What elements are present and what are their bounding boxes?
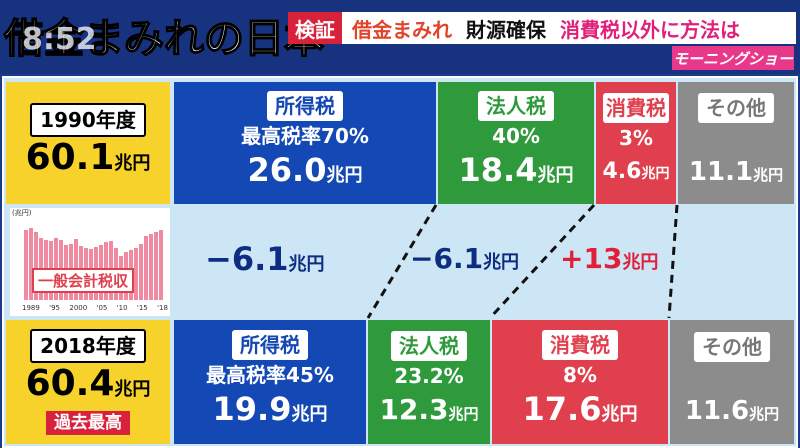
tax-name: その他 (698, 92, 774, 123)
change: −6.1兆円 (205, 240, 325, 284)
unit: 兆円 (601, 404, 638, 425)
amount: −6.1 (205, 240, 289, 278)
tax-amount: 4.6兆円 (603, 153, 670, 193)
spacer (729, 364, 736, 390)
amount: 11.6 (684, 395, 750, 426)
tax-box: 所得税 最高税率45% 19.9兆円 (174, 320, 366, 444)
tax-name: 法人税 (391, 331, 467, 361)
x-label: '15 (136, 304, 148, 312)
tax-box: 消費税 8% 17.6兆円 (492, 320, 668, 444)
tax-amount: 12.3兆円 (379, 391, 478, 433)
unit: 兆円 (291, 404, 328, 425)
tax-box: 法人税 40% 18.4兆円 (438, 82, 594, 204)
amount: −6.1 (410, 242, 484, 275)
show-logo: モーニングショー (672, 46, 794, 70)
x-label: '05 (96, 304, 108, 312)
tax-name: その他 (694, 331, 770, 362)
unit: 兆円 (288, 254, 325, 275)
unit: 兆円 (537, 165, 574, 186)
x-label: 2000 (69, 304, 88, 312)
year-label: 1990年度 (30, 103, 146, 137)
tax-name: 消費税 (542, 330, 618, 360)
tax-rate: 最高税率45% (206, 363, 334, 387)
amount: 12.3 (379, 393, 449, 426)
verify-badge: 検証 (288, 12, 342, 44)
tax-amount: 19.9兆円 (213, 390, 328, 434)
tax-box: その他 11.6兆円 (670, 320, 794, 444)
topic: 財源確保 (466, 17, 546, 42)
unit: 兆円 (622, 252, 659, 273)
unit: 兆円 (483, 252, 520, 273)
topic-band: 借金まみれ 財源確保 消費税以外に方法は (342, 12, 796, 44)
amount: 60.1 (25, 137, 115, 178)
topic: 消費税以外に方法は (560, 17, 740, 42)
unit: 兆円 (641, 166, 670, 182)
tax-box: 消費税 3% 4.6兆円 (596, 82, 676, 204)
dividers (366, 203, 679, 320)
amount: 11.1 (688, 156, 754, 187)
inset-chart: (兆円) 一般会計税収 1989 '95 2000 '05 '10 '15 '1… (10, 208, 170, 316)
unit: 兆円 (753, 165, 784, 184)
unit: 兆円 (749, 404, 780, 423)
tax-rate: 最高税率70% (241, 124, 369, 148)
year-label: 2018年度 (30, 329, 146, 363)
year-box: 2018年度 60.4兆円 過去最高 (6, 320, 170, 444)
tax-rate: 23.2% (394, 364, 464, 388)
inset-unit: (兆円) (12, 209, 32, 217)
total: 60.4兆円 (26, 365, 151, 409)
tax-rate: 40% (492, 124, 540, 148)
total: 60.1兆円 (26, 139, 151, 183)
amount: +13 (560, 242, 623, 275)
tax-box: 法人税 23.2% 12.3兆円 (368, 320, 490, 444)
clock: 8:52 (22, 22, 97, 57)
tax-amount: 17.6兆円 (523, 390, 638, 434)
tax-rate: 3% (619, 126, 653, 150)
tax-amount: 11.1兆円 (689, 153, 783, 194)
tax-name: 所得税 (267, 91, 343, 121)
x-label: '95 (49, 304, 61, 312)
tax-amount: 11.6兆円 (685, 392, 779, 433)
amount: 26.0 (247, 151, 327, 189)
amount: 60.4 (25, 363, 115, 404)
inset-label: 一般会計税収 (32, 268, 135, 293)
tax-amount: 26.0兆円 (248, 151, 363, 195)
unit: 兆円 (448, 405, 479, 423)
unit: 兆円 (326, 165, 363, 186)
unit: 兆円 (114, 153, 151, 174)
tax-name: 所得税 (232, 330, 308, 360)
unit: 兆円 (114, 379, 151, 400)
x-label: '18 (157, 304, 168, 312)
amount: 18.4 (458, 151, 538, 189)
x-label: 1989 (22, 304, 40, 312)
amount: 4.6 (602, 159, 642, 184)
tax-box: 所得税 最高税率70% 26.0兆円 (174, 82, 436, 204)
tax-box: その他 11.1兆円 (678, 82, 794, 204)
year-box: 1990年度 60.1兆円 (6, 82, 170, 204)
x-label: '10 (116, 304, 128, 312)
tax-name: 法人税 (478, 91, 554, 121)
amount: 17.6 (522, 390, 602, 428)
header-title: 借金まみれの日本 (3, 15, 325, 63)
inset-x-labels: 1989 '95 2000 '05 '10 '15 '18 (22, 304, 168, 312)
topic: 借金まみれ (352, 17, 452, 42)
record-note: 過去最高 (46, 411, 130, 435)
tax-name: 消費税 (603, 93, 669, 123)
change: +13兆円 (560, 240, 658, 282)
amount: 19.9 (212, 390, 292, 428)
tax-amount: 18.4兆円 (459, 151, 574, 195)
tax-rate: 8% (563, 363, 597, 387)
change: −6.1兆円 (410, 240, 519, 282)
